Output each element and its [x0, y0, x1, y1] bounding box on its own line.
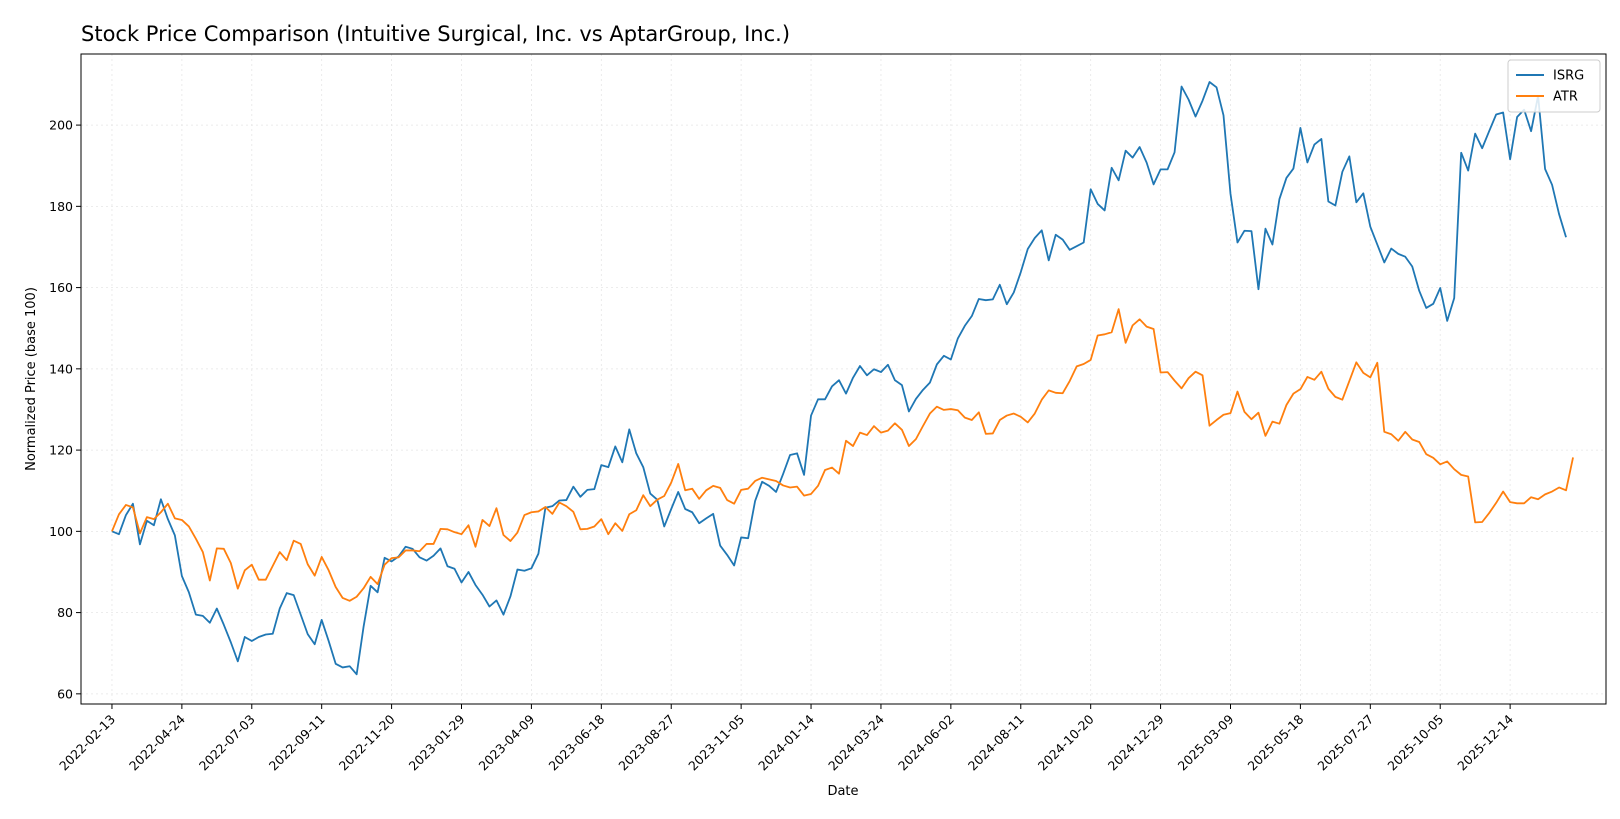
x-tick-label: 2023-04-09: [476, 711, 538, 773]
x-tick-label: 2024-03-24: [825, 711, 887, 773]
series-line-isrg: [111, 81, 1567, 676]
x-tick-label: 2024-08-11: [965, 712, 1027, 774]
series-line-atr: [111, 308, 1574, 602]
x-tick-label: 2025-10-05: [1384, 712, 1446, 774]
series-layer: [111, 81, 1574, 676]
x-tick-label: 2023-01-29: [406, 711, 468, 773]
x-tick-label: 2022-04-24: [126, 711, 188, 773]
legend-label-atr: ATR: [1553, 90, 1578, 105]
x-tick-label: 2024-06-02: [895, 712, 957, 774]
x-tick-label: 2022-11-20: [336, 711, 398, 773]
plot-frame: [80, 53, 1607, 705]
x-tick-label: 2023-06-18: [545, 711, 607, 773]
x-tick-label: 2022-09-11: [266, 712, 328, 774]
x-tick-label: 2023-08-27: [615, 712, 677, 774]
legend-label-isrg: ISRG: [1553, 69, 1584, 84]
x-tick-label: 2025-12-14: [1454, 711, 1516, 773]
x-tick-label: 2024-10-20: [1035, 711, 1097, 773]
x-tick-label: 2023-11-05: [685, 712, 747, 774]
y-axis-label: Normalized Price (base 100): [24, 287, 39, 471]
x-tick-label: 2025-03-09: [1175, 711, 1237, 773]
y-tick-label: 140: [49, 361, 73, 376]
x-tick-label: 2024-01-14: [755, 711, 817, 773]
y-tick-label: 120: [49, 443, 73, 458]
chart-title: Stock Price Comparison (Intuitive Surgic…: [81, 22, 790, 46]
x-tick-label: 2025-07-27: [1314, 712, 1376, 774]
y-tick-label: 80: [57, 605, 73, 620]
legend-box: [1507, 59, 1601, 113]
x-tick-label: 2022-02-13: [56, 712, 118, 774]
x-axis: 2022-02-13 2022-04-24 2022-07-03 2022-09-11…: [56, 704, 1516, 773]
y-tick-label: 200: [49, 118, 73, 133]
x-tick-label: 2025-05-18: [1245, 711, 1307, 773]
x-tick-label: 2024-12-29: [1105, 711, 1167, 773]
y-tick-label: 180: [49, 199, 73, 214]
y-tick-label: 60: [57, 686, 73, 701]
legend: ISRG ATR: [1507, 59, 1601, 113]
y-tick-label: 160: [49, 280, 73, 295]
y-axis: 60 80 100 120 140 160 180 200: [49, 118, 81, 701]
y-tick-label: 100: [49, 524, 73, 539]
x-axis-label: Date: [827, 784, 858, 799]
grid-lines: [81, 54, 1606, 704]
x-tick-label: 2022-07-03: [196, 712, 258, 774]
